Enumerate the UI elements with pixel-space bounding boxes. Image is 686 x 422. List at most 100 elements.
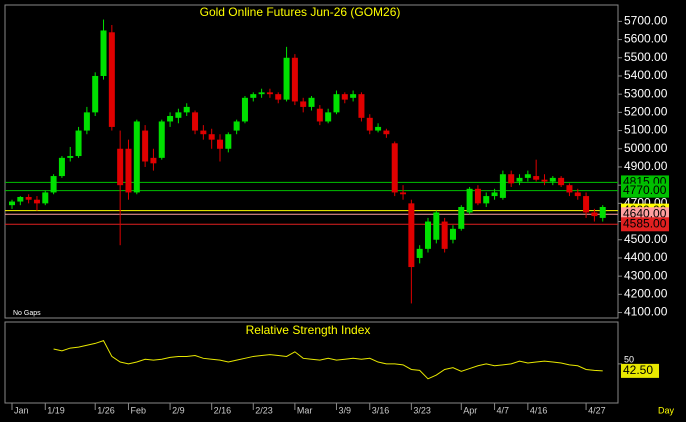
x-axis-label: Day xyxy=(658,405,675,415)
candle-body xyxy=(125,148,132,193)
candle-body xyxy=(75,130,82,157)
level-label: 4585.00 xyxy=(623,216,667,230)
candle-body xyxy=(383,130,390,135)
candle-body xyxy=(241,97,248,122)
candle-body xyxy=(58,157,65,177)
candle-body xyxy=(449,228,456,240)
x-tick-label: 4/16 xyxy=(530,405,548,415)
candle-body xyxy=(225,134,232,149)
candle-body xyxy=(192,112,199,131)
candle-body xyxy=(425,221,431,249)
candle-body xyxy=(117,148,124,186)
candle-body xyxy=(483,196,490,204)
x-tick-label: Jan xyxy=(14,405,29,415)
y-tick-label: 5100.00 xyxy=(624,123,668,137)
candle-body xyxy=(92,75,99,113)
candle-body xyxy=(83,112,90,131)
level-badge xyxy=(621,217,669,232)
candle-body xyxy=(441,221,448,249)
candle-body xyxy=(316,108,323,122)
x-tick-label: 3/16 xyxy=(372,405,390,415)
candle-body xyxy=(350,94,357,98)
candle-body xyxy=(458,206,465,229)
candle-body xyxy=(233,121,240,131)
y-tick-label: 4500.00 xyxy=(624,232,668,246)
candle-body xyxy=(574,192,581,197)
candle-body xyxy=(258,92,265,95)
candle-body xyxy=(408,203,415,268)
candle-body xyxy=(375,126,382,131)
candle-body xyxy=(400,192,407,195)
y-tick-label: 4100.00 xyxy=(624,305,668,319)
x-tick-label: 1/26 xyxy=(97,405,115,415)
candle-body xyxy=(358,94,365,118)
candle-body xyxy=(42,192,49,204)
candle-body xyxy=(142,130,149,162)
y-tick-label: 5700.00 xyxy=(624,14,668,28)
x-tick-label: 3/9 xyxy=(338,405,351,415)
candle-body xyxy=(133,121,140,193)
candle-body xyxy=(416,248,423,258)
candle-body xyxy=(558,177,565,186)
candle-body xyxy=(533,176,540,180)
y-tick-label: 5600.00 xyxy=(624,32,668,46)
candle-body xyxy=(200,130,207,135)
y-tick-label: 50 xyxy=(624,354,634,364)
note: No Gaps xyxy=(13,310,41,317)
candle-body xyxy=(308,97,315,107)
candle-body xyxy=(25,196,32,200)
y-tick-label: 5400.00 xyxy=(624,68,668,82)
candle-body xyxy=(300,101,307,107)
x-tick-label: 4/27 xyxy=(588,405,606,415)
x-tick-label: Apr xyxy=(463,405,477,415)
candle-body xyxy=(100,30,107,76)
candle-body xyxy=(499,174,506,198)
candle-body xyxy=(341,94,348,100)
x-tick-label: 2/23 xyxy=(255,405,273,415)
price-panel xyxy=(4,4,619,319)
y-tick-label: 5300.00 xyxy=(624,86,668,100)
candle-body xyxy=(150,157,157,164)
candle-body xyxy=(9,201,15,206)
candle-body xyxy=(599,206,606,218)
candle-body xyxy=(474,188,481,204)
candle-body xyxy=(566,185,573,193)
rsi-panel xyxy=(4,321,619,404)
rsi-title: Relative Strength Index xyxy=(246,323,371,337)
candle-body xyxy=(541,179,548,182)
y-tick-label: 5500.00 xyxy=(624,50,668,64)
candle-body xyxy=(50,176,57,193)
x-tick-label: Feb xyxy=(130,405,146,415)
y-tick-label: 5000.00 xyxy=(624,141,668,155)
candle-body xyxy=(516,177,523,182)
x-tick-label: 3/23 xyxy=(413,405,431,415)
chart-title: Gold Online Futures Jun-26 (GOM26) xyxy=(200,5,401,19)
y-tick-label: 4200.00 xyxy=(624,287,668,301)
candle-body xyxy=(67,156,74,158)
candle-body xyxy=(167,116,174,122)
candle-body xyxy=(250,94,257,98)
candle-body xyxy=(108,32,115,127)
last-badge xyxy=(621,363,659,378)
y-tick-label: 4300.00 xyxy=(624,268,668,282)
candle-body xyxy=(291,57,298,102)
x-tick-label: Mar xyxy=(297,405,313,415)
candle-body xyxy=(325,112,332,122)
level-badge xyxy=(621,183,669,198)
level-label: 4640.00 xyxy=(623,206,667,220)
candle-body xyxy=(33,199,40,204)
candle-body xyxy=(175,112,182,118)
candle-body xyxy=(391,143,398,193)
y-tick-label: 4400.00 xyxy=(624,250,668,264)
candle-body xyxy=(508,174,515,184)
candle-body xyxy=(183,106,190,113)
candle-body xyxy=(591,212,598,217)
candle-body xyxy=(583,196,590,213)
candle-body xyxy=(549,177,556,182)
candle-body xyxy=(466,188,473,213)
candle-body xyxy=(17,196,24,202)
x-tick-label: 2/16 xyxy=(214,405,232,415)
candle-body xyxy=(283,57,290,100)
candle-body xyxy=(333,94,340,113)
